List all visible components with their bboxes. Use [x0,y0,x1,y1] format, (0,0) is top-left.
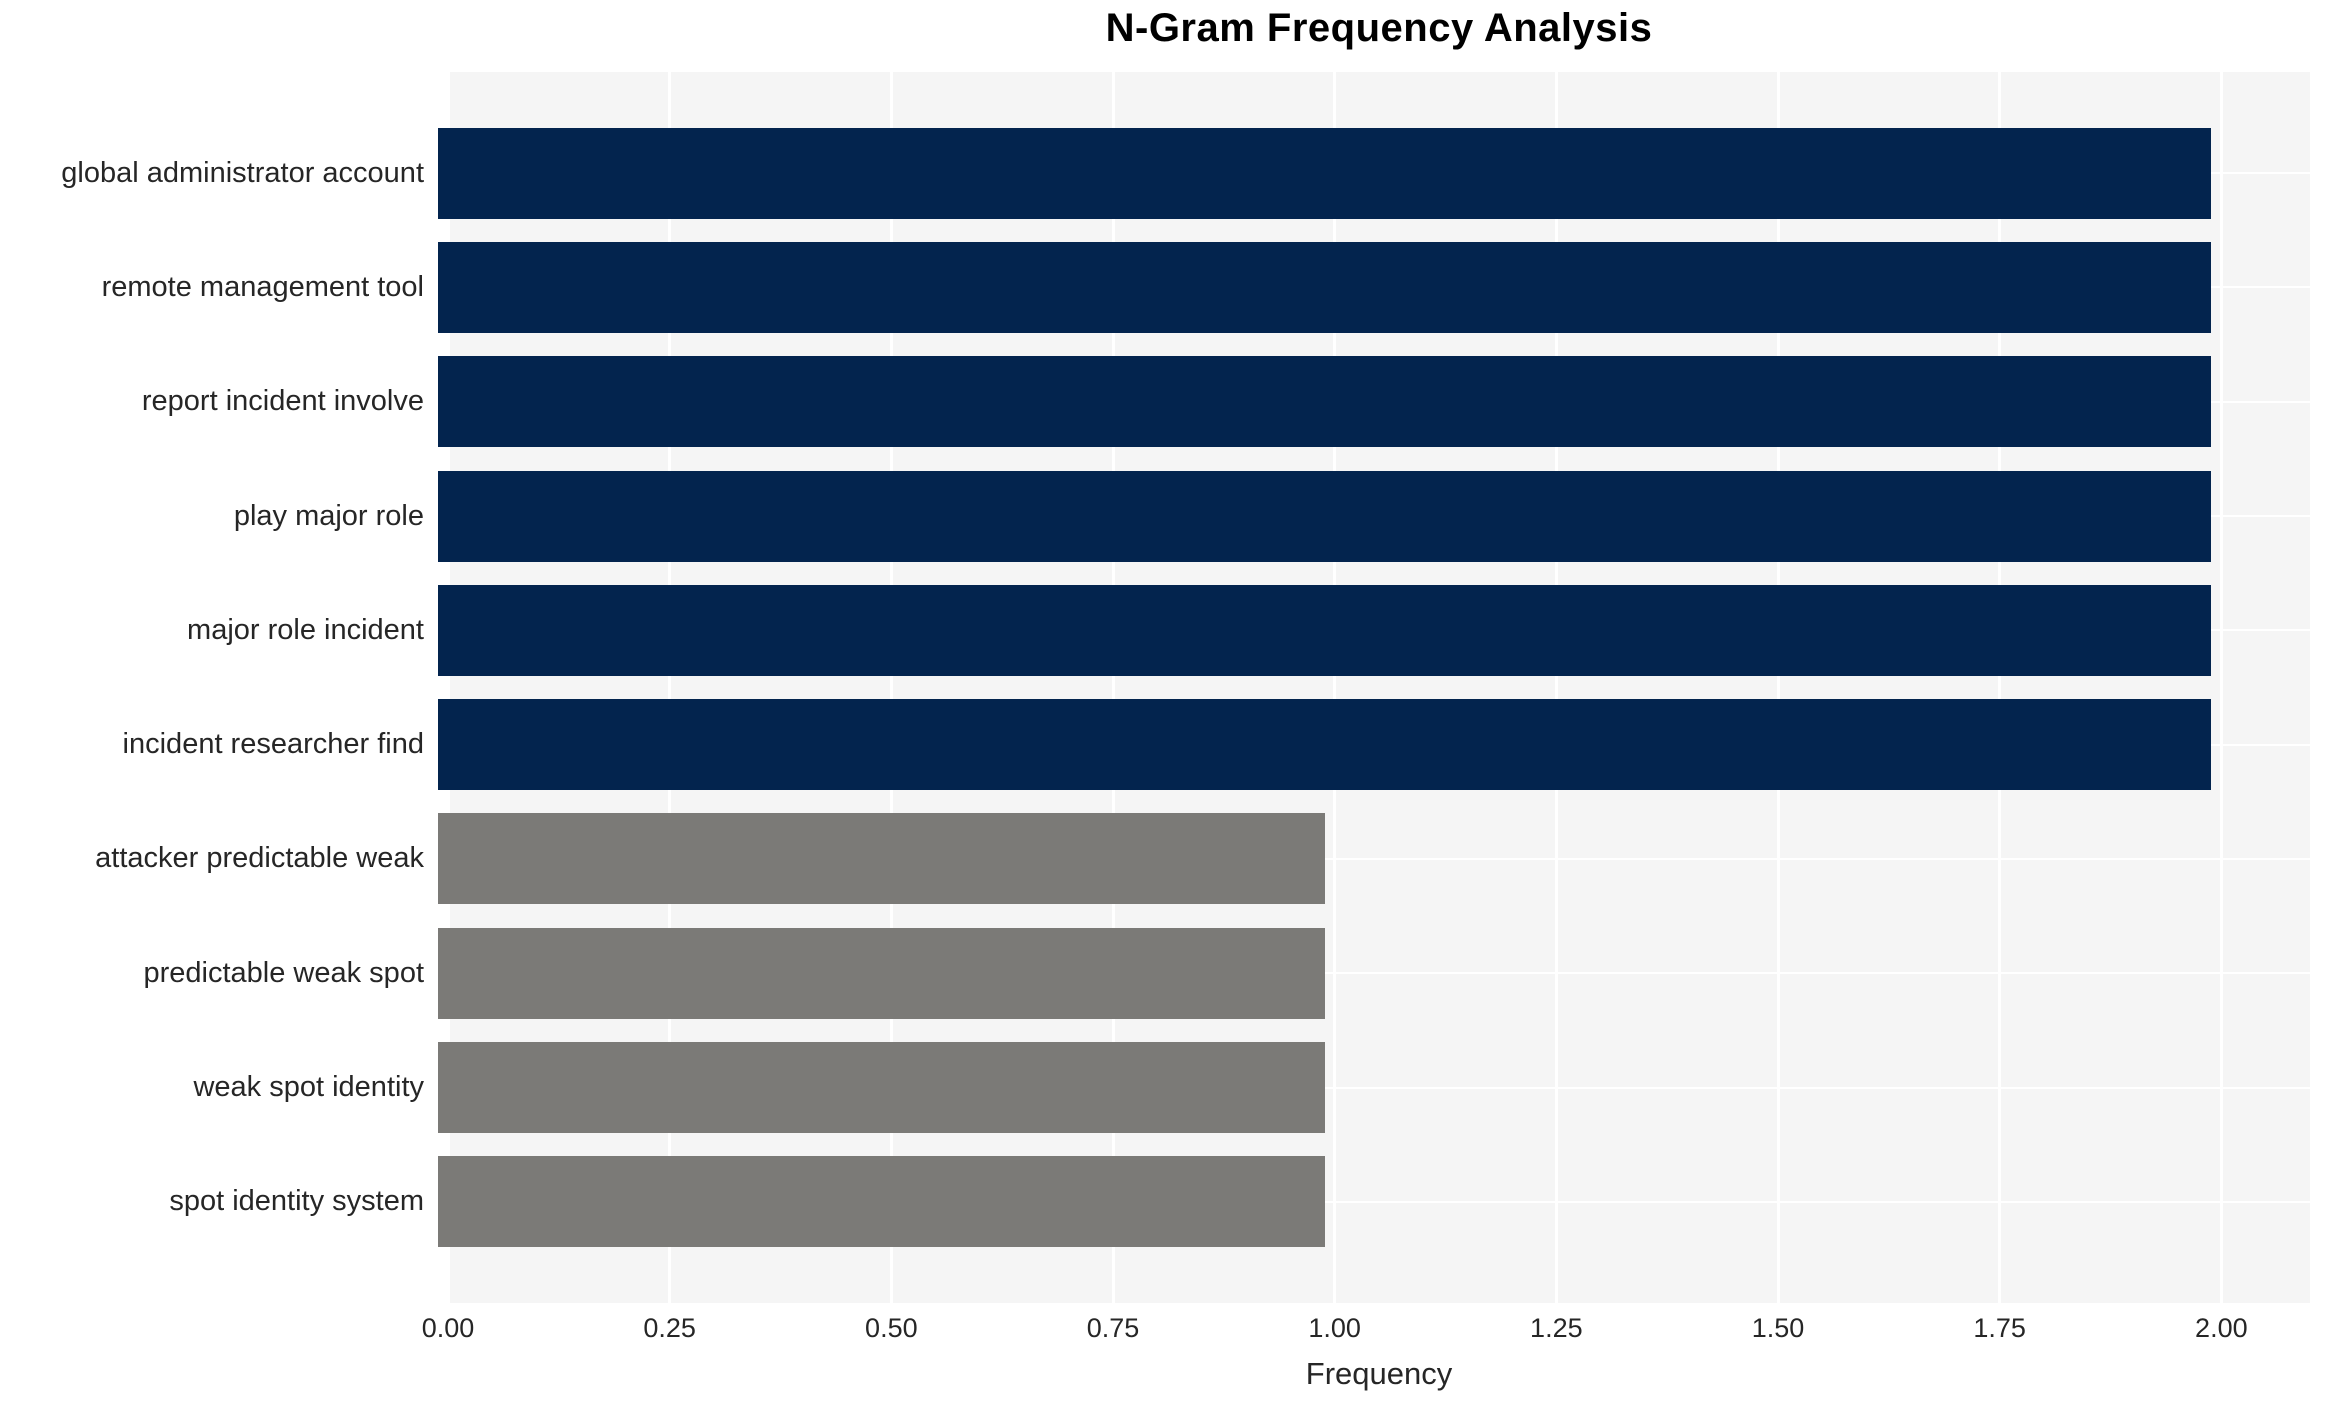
gridline-vertical [889,72,893,1303]
bar [438,241,2212,333]
y-axis-label: predictable weak spot [143,956,425,989]
gridline-vertical [1111,72,1115,1303]
y-axis-label: play major role [233,499,424,532]
x-axis-tick-label: 1.50 [1751,1313,1805,1343]
x-axis-tick-label: 0.50 [865,1313,918,1343]
gridline-vertical [446,72,450,1303]
y-axis-label: report incident involve [141,385,424,418]
bar-row: attacker predictable weak [0,802,2326,916]
gridline-horizontal [448,857,2310,860]
bar [438,127,2212,219]
bar-track [438,687,2300,801]
bar [438,813,1325,905]
gridline-vertical [2219,72,2223,1303]
gridline-vertical [668,72,672,1303]
bar-track [438,116,2300,230]
x-axis-title: Frequency [1305,1356,1453,1391]
x-axis-tick-label: 1.00 [1308,1313,1361,1343]
bar-row: play major role [0,459,2326,573]
bar-track [438,1030,2300,1144]
gridline-vertical [1333,72,1337,1303]
x-axis-tick-label: 1.25 [1530,1313,1583,1343]
bar-track [438,916,2300,1030]
x-axis-tick-label: 2.00 [2195,1313,2248,1343]
gridline-horizontal [448,972,2310,975]
x-axis-tick-label: 1.75 [1973,1313,2026,1343]
bar-track [438,802,2300,916]
bar-row: incident researcher find [0,687,2326,801]
y-axis-label: spot identity system [169,1185,424,1218]
y-axis-label: remote management tool [101,270,424,303]
chart-title: N-Gram Frequency Analysis [1105,6,1653,50]
y-axis-label: major role incident [187,613,424,646]
bar [438,1042,1325,1134]
bar [438,584,2212,676]
bar-row: major role incident [0,573,2326,687]
bar-row: predictable weak spot [0,916,2326,1030]
bar-row: weak spot identity [0,1030,2326,1144]
bar-track [438,573,2300,687]
bar [438,1156,1325,1248]
gridline-vertical [1998,72,2002,1303]
y-axis-label: weak spot identity [193,1071,424,1104]
gridline-vertical [1776,72,1780,1303]
y-axis-label: attacker predictable weak [95,842,424,875]
bar [438,470,2212,562]
bar-row: remote management tool [0,230,2326,344]
bar-track [438,459,2300,573]
bar-rows: global administrator account remote manag… [0,72,2326,1303]
bar-row: spot identity system [0,1145,2326,1259]
bar [438,927,1325,1019]
bar-row: global administrator account [0,116,2326,230]
bar-track [438,230,2300,344]
bar-track [438,345,2300,459]
bar [438,356,2212,448]
x-axis-tick-label: 0.00 [421,1313,475,1343]
gridline-vertical [1554,72,1558,1303]
bar-track [438,1145,2300,1259]
gridline-horizontal [448,1086,2310,1089]
y-axis-label: incident researcher find [122,728,424,761]
y-axis-label: global administrator account [61,156,424,189]
x-axis-tick-label: 0.25 [643,1313,696,1343]
gridline-horizontal [448,1200,2310,1203]
bar-row: report incident involve [0,345,2326,459]
bar [438,699,2212,791]
x-axis-tick-label: 0.75 [1086,1313,1140,1343]
